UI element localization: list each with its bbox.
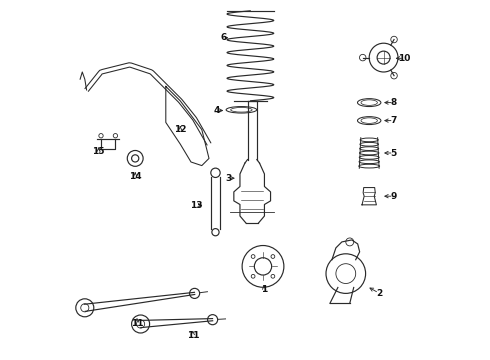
Text: 1: 1 [261,285,267,294]
Text: 11: 11 [131,319,143,328]
Text: 13: 13 [190,201,203,210]
Text: 9: 9 [391,192,397,201]
Text: 6: 6 [220,33,226,42]
Text: 14: 14 [129,172,142,181]
Text: 15: 15 [92,147,105,156]
Text: 10: 10 [398,54,410,63]
Text: 5: 5 [391,149,397,158]
Text: 12: 12 [174,125,187,134]
Text: 11: 11 [187,331,199,340]
Text: 2: 2 [376,289,382,297]
Text: 7: 7 [391,116,397,125]
Text: 8: 8 [391,98,397,107]
Text: 4: 4 [214,106,220,115]
Text: 3: 3 [226,174,232,183]
